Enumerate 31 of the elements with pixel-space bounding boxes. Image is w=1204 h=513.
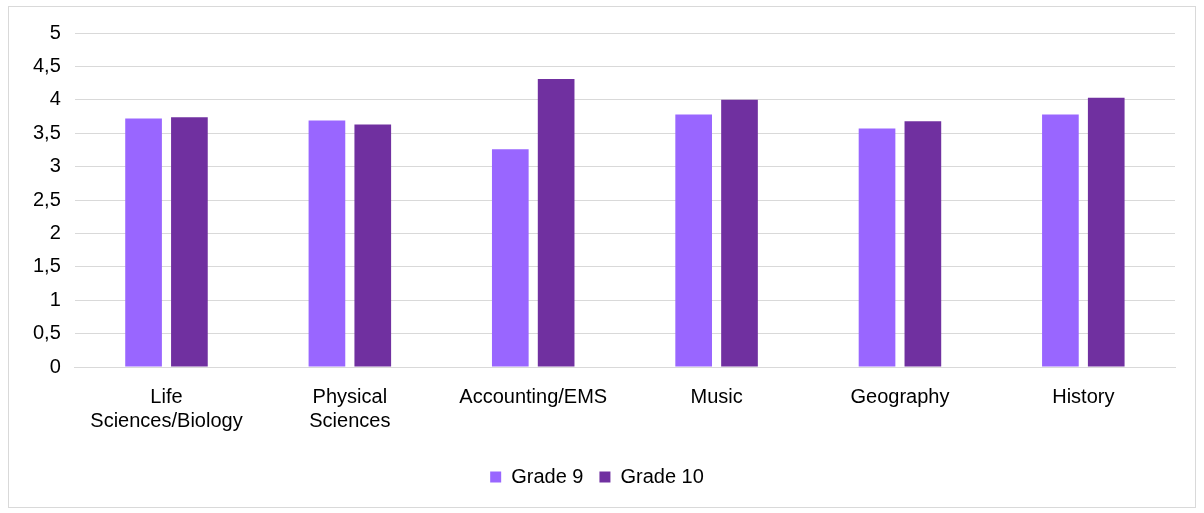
y-tick-label: 1,5	[32, 254, 61, 277]
y-tick-label: 3	[49, 154, 61, 177]
legend-label: Grade 9	[511, 464, 584, 487]
bar	[1087, 97, 1125, 367]
bar	[354, 124, 392, 367]
x-tick-label: Music	[690, 384, 743, 407]
y-tick-label: 5	[49, 20, 61, 43]
bar	[904, 121, 942, 367]
bar	[858, 128, 896, 367]
bar	[1042, 114, 1079, 367]
y-tick-label: 1	[49, 287, 61, 310]
y-tick-label: 4	[49, 87, 61, 110]
legend-label: Grade 10	[620, 464, 704, 487]
bar	[721, 99, 758, 367]
bar	[491, 149, 529, 367]
y-tick-label: 4,5	[32, 53, 61, 76]
bar	[537, 79, 575, 367]
y-tick-label: 0,5	[32, 321, 61, 344]
x-tick-label: Physical Sciences	[309, 384, 391, 431]
x-tick-label: Geography	[850, 384, 950, 407]
y-tick-label: 3,5	[32, 120, 61, 143]
y-tick-label: 2	[49, 220, 61, 243]
bar	[675, 114, 712, 367]
bar	[171, 117, 208, 367]
x-tick-label: Accounting/EMS	[459, 384, 608, 407]
bar	[308, 120, 346, 367]
x-tick-label: Life Sciences/Biology	[90, 384, 243, 431]
bar	[125, 118, 162, 367]
x-tick-label: History	[1052, 384, 1115, 407]
y-tick-label: 0	[49, 354, 61, 377]
y-tick-label: 2,5	[32, 187, 61, 210]
